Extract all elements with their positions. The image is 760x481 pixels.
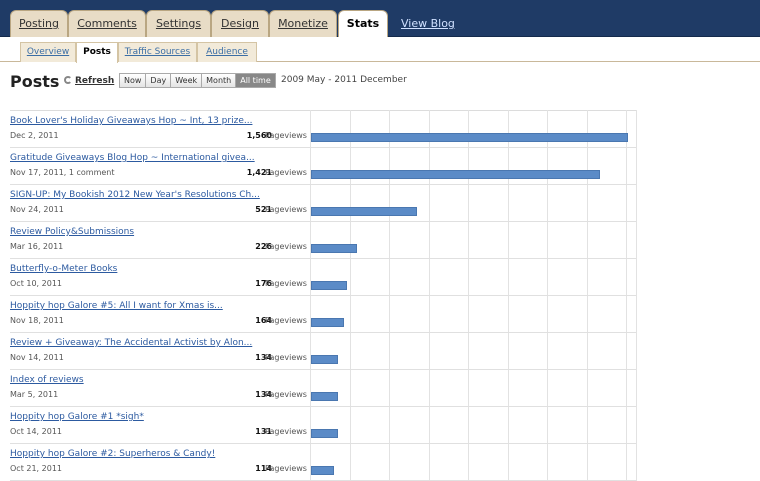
pageview-count: 164	[255, 316, 272, 325]
table-row: Hoppity hop Galore #5: All I want for Xm…	[10, 296, 636, 333]
tab-settings[interactable]: Settings	[146, 10, 211, 37]
post-date: Mar 16, 2011	[10, 242, 64, 251]
pageview-count: 131	[255, 427, 272, 436]
pageview-count: 1,421	[246, 168, 272, 177]
post-title-link[interactable]: Butterfly-o-Meter Books	[10, 264, 118, 274]
table-row: Hoppity hop Galore #1 *sigh* Oct 14, 201…	[10, 407, 636, 444]
pageviews-label: Pageviews	[265, 131, 307, 140]
post-title-link[interactable]: Index of reviews	[10, 375, 84, 385]
tab-posting[interactable]: Posting	[10, 10, 68, 37]
table-row: Butterfly-o-Meter Books Oct 10, 2011 176…	[10, 259, 636, 296]
post-date: Nov 14, 2011	[10, 353, 64, 362]
post-title-link[interactable]: Book Lover's Holiday Giveaways Hop ~ Int…	[10, 116, 253, 126]
pageviews-bar	[311, 281, 347, 290]
post-title-link[interactable]: Review + Giveaway: The Accidental Activi…	[10, 338, 253, 348]
range-now-button[interactable]: Now	[120, 74, 147, 87]
pageview-count: 134	[255, 390, 272, 399]
post-date: Oct 21, 2011	[10, 464, 62, 473]
pageviews-label: Pageviews	[265, 168, 307, 177]
post-title-link[interactable]: Hoppity hop Galore #1 *sigh*	[10, 412, 144, 422]
table-row: Gratitude Giveaways Blog Hop ~ Internati…	[10, 148, 636, 185]
pageview-count: 1,560	[246, 131, 272, 140]
top-nav: Posting Comments Settings Design Monetiz…	[0, 0, 760, 38]
post-date: Nov 24, 2011	[10, 205, 64, 214]
pageviews-bar	[311, 355, 338, 364]
pageviews-bar	[311, 392, 338, 401]
range-day-button[interactable]: Day	[146, 74, 172, 87]
post-date: Nov 18, 2011	[10, 316, 64, 325]
post-title-link[interactable]: Hoppity hop Galore #5: All I want for Xm…	[10, 301, 223, 311]
tab-comments[interactable]: Comments	[68, 10, 146, 37]
table-row: Index of reviews Mar 5, 2011 134 Pagevie…	[10, 370, 636, 407]
date-period: 2009 May - 2011 December	[281, 75, 407, 85]
subtab-audience[interactable]: Audience	[197, 42, 257, 62]
subtab-traffic-sources[interactable]: Traffic Sources	[118, 42, 197, 62]
range-month-button[interactable]: Month	[202, 74, 237, 87]
tab-monetize[interactable]: Monetize	[269, 10, 337, 37]
post-title-link[interactable]: SIGN-UP: My Bookish 2012 New Year's Reso…	[10, 190, 260, 200]
pageview-count: 521	[255, 205, 272, 214]
table-row: Review Policy&Submissions Mar 16, 2011 2…	[10, 222, 636, 259]
tab-design[interactable]: Design	[211, 10, 269, 37]
pageviews-label: Pageviews	[265, 242, 307, 251]
range-selector: Now Day Week Month All time	[119, 73, 276, 88]
table-top-border	[10, 110, 636, 111]
pageviews-bar	[311, 466, 334, 475]
pageviews-bar	[311, 244, 357, 253]
pageviews-label: Pageviews	[265, 316, 307, 325]
pageviews-bar	[311, 429, 338, 438]
pageview-count: 134	[255, 353, 272, 362]
range-all-time-button[interactable]: All time	[236, 74, 275, 87]
table-row: Hoppity hop Galore #2: Superheros & Cand…	[10, 444, 636, 481]
view-blog-link[interactable]: View Blog	[401, 17, 455, 30]
post-title-link[interactable]: Hoppity hop Galore #2: Superheros & Cand…	[10, 449, 216, 459]
pageviews-bar	[311, 207, 417, 216]
pageview-count: 226	[255, 242, 272, 251]
post-date: Dec 2, 2011	[10, 131, 59, 140]
post-date: Oct 10, 2011	[10, 279, 62, 288]
refresh-link[interactable]: Refresh	[75, 76, 115, 86]
post-title-link[interactable]: Gratitude Giveaways Blog Hop ~ Internati…	[10, 153, 255, 163]
page-title: Posts	[10, 72, 60, 91]
subtab-overview[interactable]: Overview	[20, 42, 76, 62]
pageviews-label: Pageviews	[265, 279, 307, 288]
range-week-button[interactable]: Week	[171, 74, 203, 87]
pageviews-label: Pageviews	[265, 464, 307, 473]
pageview-count: 176	[255, 279, 272, 288]
table-row: Book Lover's Holiday Giveaways Hop ~ Int…	[10, 111, 636, 148]
pageviews-bar	[311, 170, 600, 179]
tab-stats[interactable]: Stats	[338, 10, 388, 38]
pageviews-label: Pageviews	[265, 353, 307, 362]
post-title-link[interactable]: Review Policy&Submissions	[10, 227, 135, 237]
grid-line	[636, 110, 637, 481]
refresh-icon[interactable]	[64, 76, 72, 84]
table-row: SIGN-UP: My Bookish 2012 New Year's Reso…	[10, 185, 636, 222]
sub-nav: Overview Posts Traffic Sources Audience	[0, 37, 760, 63]
pageview-count: 114	[255, 464, 272, 473]
pageviews-label: Pageviews	[265, 427, 307, 436]
pageviews-label: Pageviews	[265, 205, 307, 214]
post-date: Oct 14, 2011	[10, 427, 62, 436]
post-date: Nov 17, 2011, 1 comment	[10, 168, 115, 177]
pageviews-bar	[311, 133, 628, 142]
table-row: Review + Giveaway: The Accidental Activi…	[10, 333, 636, 370]
post-date: Mar 5, 2011	[10, 390, 59, 399]
pageviews-bar	[311, 318, 344, 327]
pageviews-label: Pageviews	[265, 390, 307, 399]
subtab-posts[interactable]: Posts	[76, 42, 118, 63]
